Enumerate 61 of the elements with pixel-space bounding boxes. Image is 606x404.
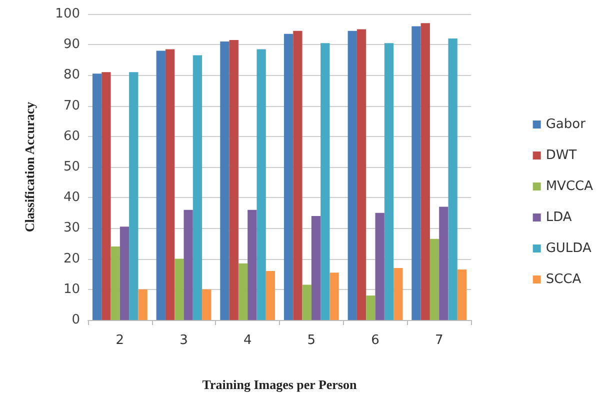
y-axis-title: Classification Accuracy [22,101,37,232]
bar [102,72,111,320]
y-tick-label: 30 [63,220,80,236]
x-tick-label: 2 [116,333,124,348]
bar [293,30,302,320]
y-tick-label: 20 [63,251,80,266]
y-tick-label: 40 [63,190,80,206]
legend-label: MVCCA [546,179,594,194]
bar [192,55,202,320]
bar [439,206,448,320]
bar [394,268,403,320]
bar [457,270,467,320]
bar [174,258,184,320]
bar [138,289,148,320]
x-axis-title: Training Images per Person [202,377,358,392]
y-tick-label: 70 [63,98,80,114]
x-tick-label: 5 [307,333,316,348]
bar [448,38,458,320]
bar [129,72,138,320]
x-tick-label: 3 [180,333,188,348]
bar [110,246,120,320]
bar [311,216,321,320]
bar [266,271,276,320]
bar [165,49,175,320]
bar [220,42,230,320]
bar [348,30,357,320]
y-tick-label: 80 [63,68,80,83]
bar [330,272,339,320]
y-tick-label: 90 [63,37,80,52]
bar [284,34,294,320]
bar [156,50,166,320]
bar [248,210,257,320]
bar [229,40,238,320]
y-tick-label: 60 [63,128,80,144]
x-tick-label: 7 [434,333,444,348]
legend-label: Gabor [546,117,586,132]
y-tick-label: 0 [72,312,80,328]
x-tick-label: 6 [371,333,380,348]
bar [202,289,212,320]
legend-label: DWT [546,148,577,163]
bar [256,49,266,320]
bar [430,238,440,320]
bar [238,263,248,320]
bar [375,212,384,320]
bar [302,284,312,320]
y-tick-label: 10 [63,282,80,297]
bar [366,296,376,320]
bar [420,23,430,320]
bar [184,210,193,320]
y-tick-label: 100 [55,6,80,22]
x-tick-label: 4 [243,333,252,348]
bar [320,43,330,320]
bar [356,29,366,320]
bar [412,26,421,320]
legend-label: SCCA [546,272,582,287]
legend-label: GULDA [546,241,592,256]
bar [120,226,130,320]
bar [384,43,394,320]
y-tick-label: 50 [63,160,80,174]
legend-label: LDA [546,210,572,225]
bar [92,74,102,320]
